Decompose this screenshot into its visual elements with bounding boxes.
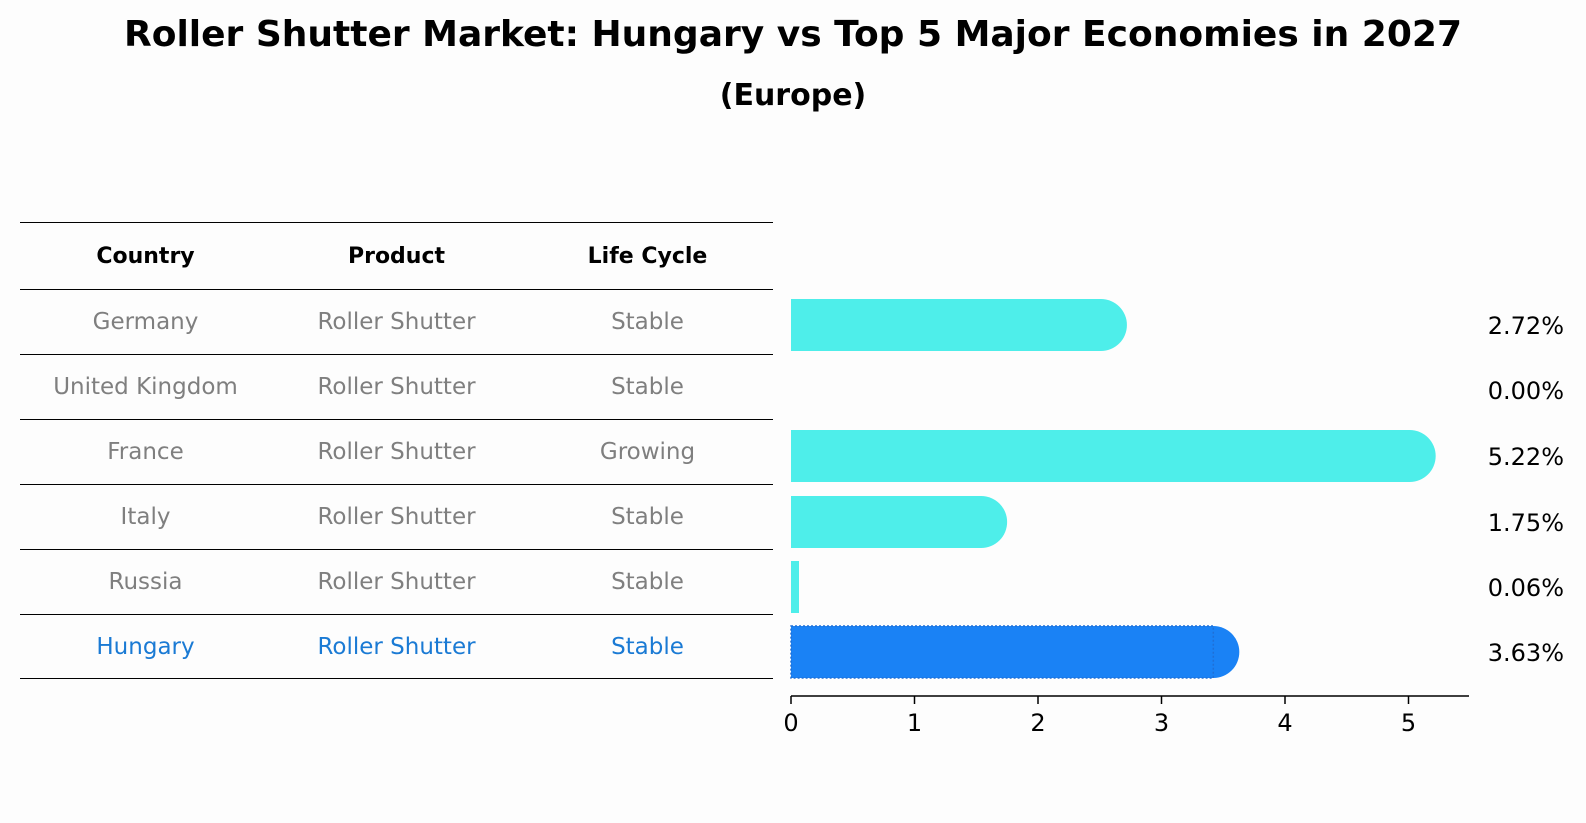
bar-highlight xyxy=(790,625,1240,679)
table-header-row: Country Product Life Cycle xyxy=(20,222,773,289)
x-tick-label: 5 xyxy=(1401,709,1416,737)
bar-shape xyxy=(791,496,1008,548)
country-cell: Hungary xyxy=(96,633,195,660)
product-cell: Roller Shutter xyxy=(317,374,476,400)
life-cycle-cell: Stable xyxy=(611,309,684,335)
header-life-cycle: Life Cycle xyxy=(587,243,708,269)
chart-subtitle: (Europe) xyxy=(719,78,867,113)
bar xyxy=(791,430,1436,482)
bar-shape xyxy=(791,561,799,613)
life-cycle-cell: Growing xyxy=(599,439,696,465)
country-cell: France xyxy=(107,439,184,465)
x-tick-label: 1 xyxy=(907,709,922,737)
bar xyxy=(791,561,799,613)
value-label: 5.22% xyxy=(1488,443,1564,471)
country-cell: United Kingdom xyxy=(53,374,238,400)
x-tick-label: 4 xyxy=(1277,709,1292,737)
bar-shape xyxy=(791,299,1127,351)
country-cell: Italy xyxy=(120,504,171,530)
table-row: United Kingdom Roller Shutter Stable xyxy=(20,354,773,419)
table-row: Italy Roller Shutter Stable xyxy=(20,484,773,549)
country-cell: Germany xyxy=(92,309,199,335)
product-cell: Roller Shutter xyxy=(317,439,476,465)
bar xyxy=(791,496,1008,548)
country-cell: Russia xyxy=(108,569,183,595)
bar xyxy=(791,299,1127,351)
life-cycle-cell: Stable xyxy=(611,633,684,660)
value-label: 2.72% xyxy=(1488,312,1564,340)
x-tick-label: 3 xyxy=(1154,709,1169,737)
x-tick-label: 2 xyxy=(1030,709,1045,737)
header-product: Product xyxy=(347,243,446,269)
product-cell: Roller Shutter xyxy=(317,504,476,530)
bar-shape xyxy=(791,430,1436,482)
table-row: Germany Roller Shutter Stable xyxy=(20,289,773,354)
table-row: Russia Roller Shutter Stable xyxy=(20,549,773,614)
value-label: 1.75% xyxy=(1488,509,1564,537)
bar-highlight-outline xyxy=(790,625,1215,679)
value-label: 0.00% xyxy=(1488,377,1564,405)
product-cell: Roller Shutter xyxy=(317,309,476,335)
value-label: 3.63% xyxy=(1488,639,1564,667)
table-row: France Roller Shutter Growing xyxy=(20,419,773,484)
value-label: 0.06% xyxy=(1488,574,1564,602)
life-cycle-cell: Stable xyxy=(611,374,684,400)
bar-shape xyxy=(791,626,1240,678)
x-tick-label: 0 xyxy=(783,709,798,737)
life-cycle-cell: Stable xyxy=(611,569,684,595)
table-row-highlight: Hungary Roller Shutter Stable xyxy=(20,614,773,679)
market-table: Country Product Life Cycle Germany Rolle… xyxy=(20,222,773,679)
product-cell: Roller Shutter xyxy=(317,569,476,595)
life-cycle-cell: Stable xyxy=(611,504,684,530)
chart-title: Roller Shutter Market: Hungary vs Top 5 … xyxy=(124,14,1462,55)
header-country: Country xyxy=(96,243,195,269)
product-cell: Roller Shutter xyxy=(317,633,476,660)
